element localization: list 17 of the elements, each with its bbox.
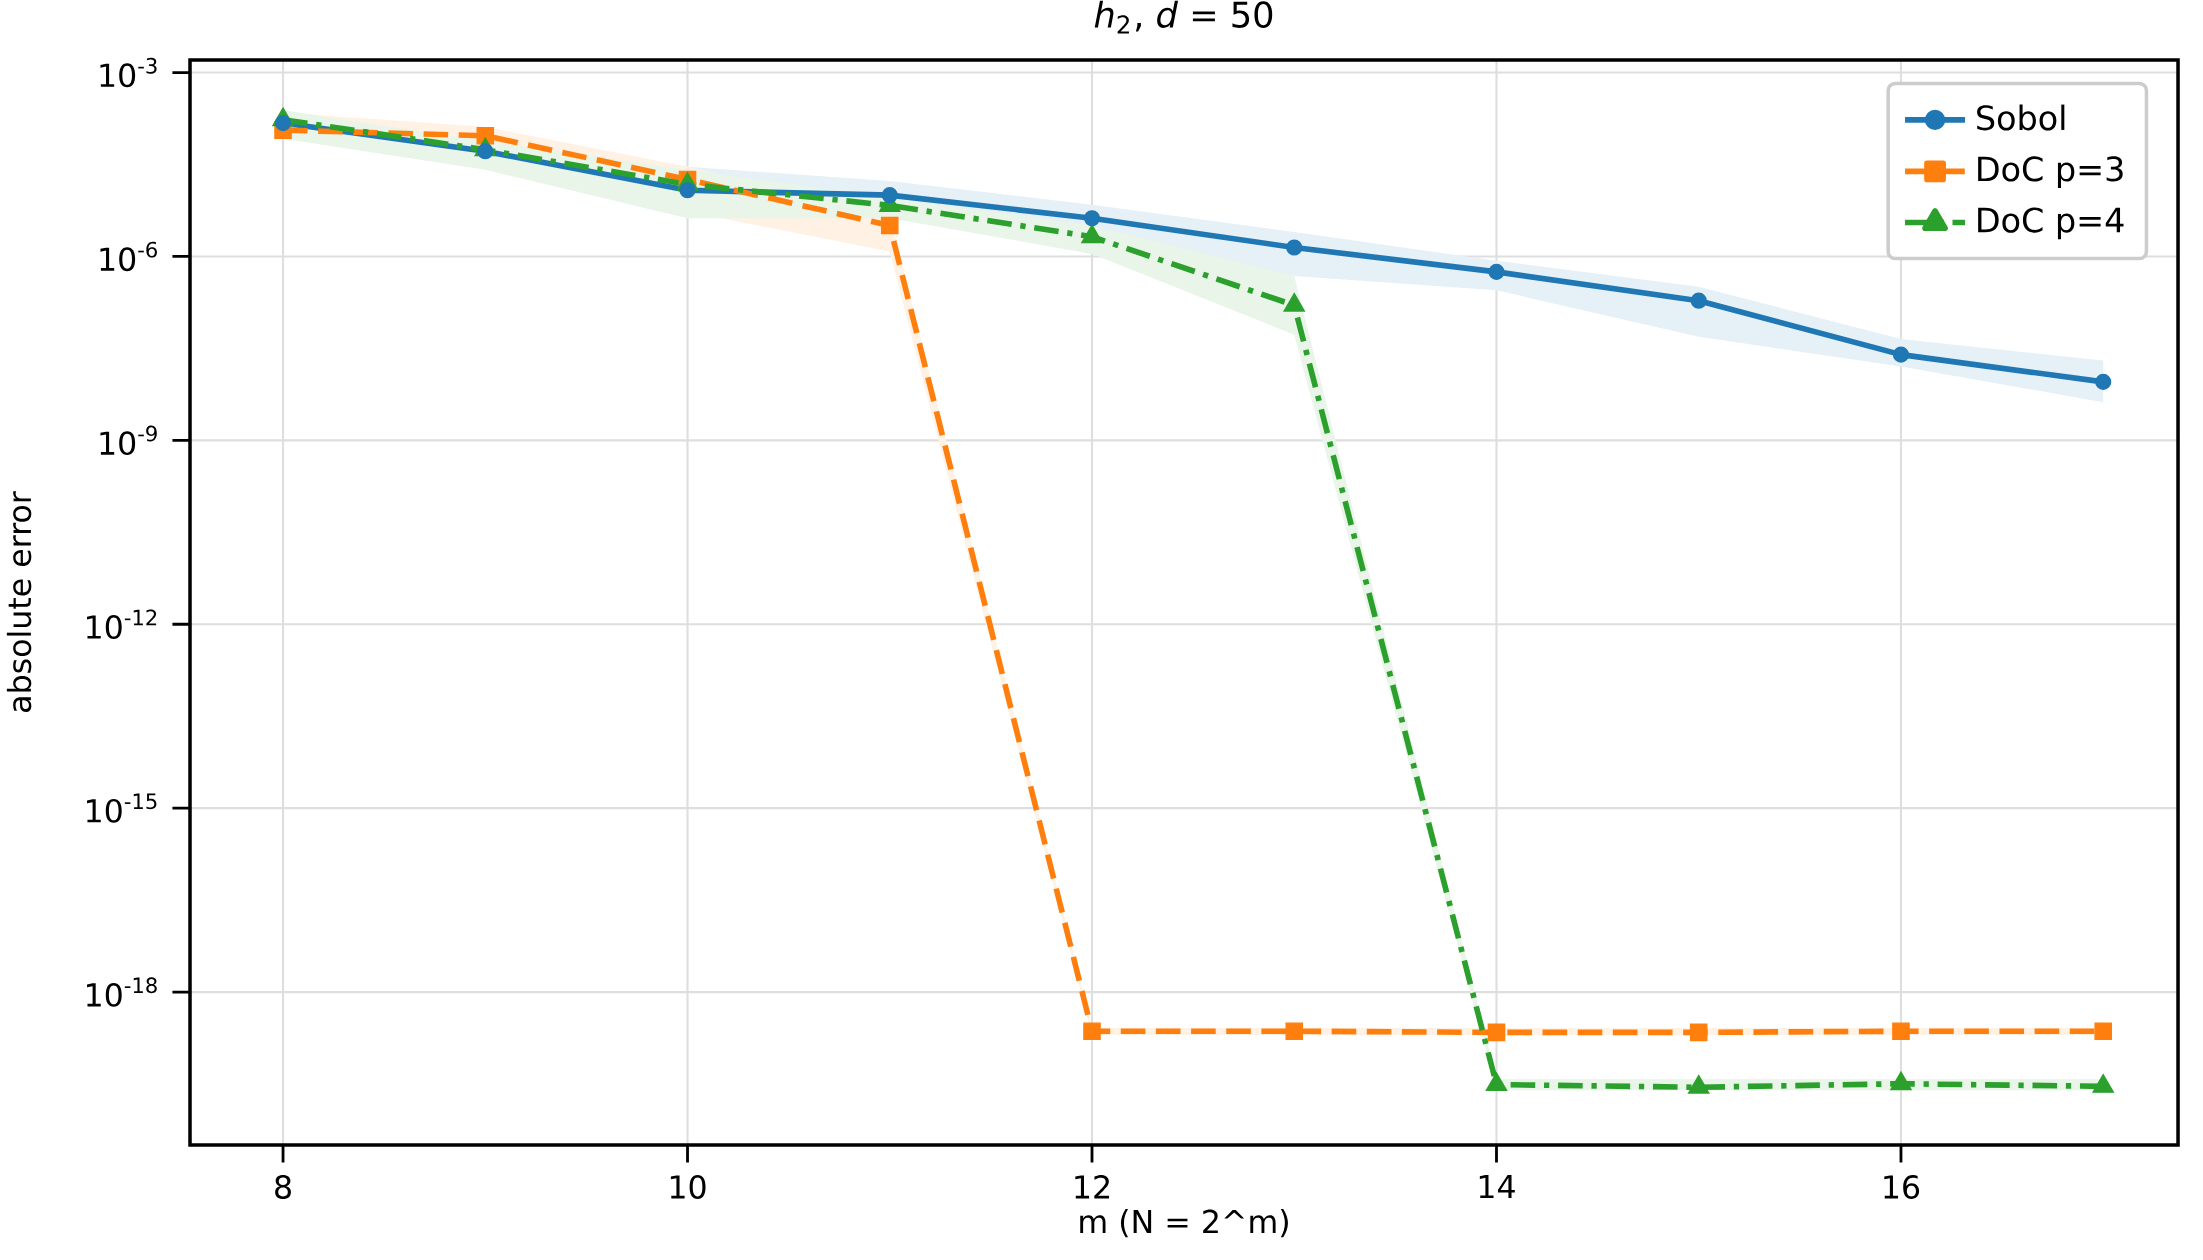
y-axis-title: absolute error <box>6 491 32 712</box>
x-tick-label: 12 <box>1075 1175 1109 1199</box>
x-tick-label: 16 <box>1884 1175 1920 1199</box>
x-tick-label: 14 <box>1479 1175 1515 1199</box>
legend-label: DoC p=3 <box>1978 156 2123 189</box>
x-tick-label: 8 <box>275 1175 291 1199</box>
x-axis-title: m (N = 2^m) <box>1080 1208 1288 1238</box>
y-tick-label: 10$^{-6}$ <box>100 241 157 272</box>
y-tick-label: 10$^{-18}$ <box>87 977 157 1007</box>
chart-title: h$_{2}$, d = 50 <box>1094 0 1273 34</box>
y-tick-label: 10$^{-9}$ <box>100 425 157 456</box>
legend-label: Sobol <box>1977 104 2065 131</box>
y-tick-label: 10$^{-15}$ <box>87 793 157 823</box>
legend-label: DoC p=4 <box>1978 207 2124 240</box>
y-tick-label: 10$^{-12}$ <box>87 609 157 640</box>
x-tick-label: 10 <box>670 1175 706 1199</box>
y-tick-label: 10$^{-3}$ <box>100 57 157 88</box>
